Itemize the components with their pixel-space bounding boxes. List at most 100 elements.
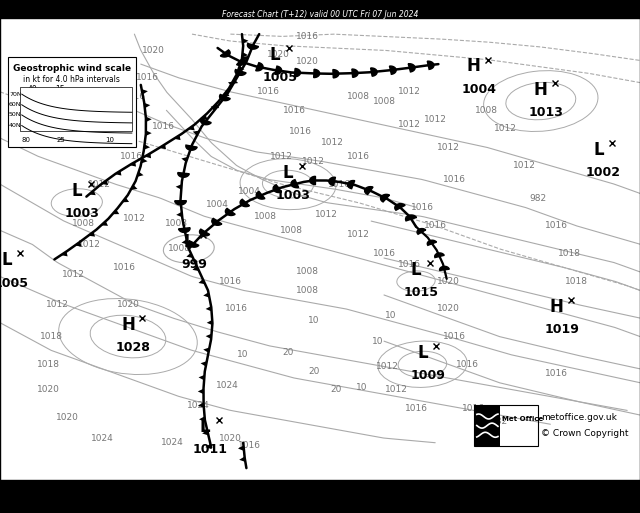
Text: 20: 20 bbox=[282, 348, 294, 357]
Text: 1013: 1013 bbox=[529, 106, 563, 119]
Polygon shape bbox=[212, 104, 220, 108]
Text: 1016: 1016 bbox=[283, 106, 306, 115]
Polygon shape bbox=[207, 320, 212, 325]
Text: 1018: 1018 bbox=[558, 249, 581, 258]
Polygon shape bbox=[144, 103, 150, 108]
Text: 1008: 1008 bbox=[168, 244, 191, 253]
Text: 1012: 1012 bbox=[513, 161, 536, 170]
Text: 1024: 1024 bbox=[161, 438, 184, 447]
Text: 1008: 1008 bbox=[296, 286, 319, 295]
Polygon shape bbox=[314, 69, 319, 77]
Polygon shape bbox=[146, 116, 152, 122]
Text: 1016: 1016 bbox=[136, 73, 159, 83]
Text: 1018: 1018 bbox=[36, 360, 60, 369]
Polygon shape bbox=[220, 94, 230, 101]
Text: 1016: 1016 bbox=[545, 369, 568, 378]
Text: 1012: 1012 bbox=[347, 230, 370, 240]
Text: 1016: 1016 bbox=[398, 261, 421, 269]
Polygon shape bbox=[145, 153, 151, 158]
Polygon shape bbox=[200, 119, 211, 125]
Text: Met Office: Met Office bbox=[502, 417, 543, 422]
Text: 10: 10 bbox=[356, 383, 367, 392]
Text: 1016: 1016 bbox=[443, 332, 466, 341]
Polygon shape bbox=[205, 333, 212, 339]
Text: 1012: 1012 bbox=[376, 362, 399, 371]
Text: 1004: 1004 bbox=[206, 201, 229, 209]
Polygon shape bbox=[205, 306, 212, 311]
Text: 1016: 1016 bbox=[411, 203, 434, 212]
Polygon shape bbox=[243, 56, 249, 61]
Polygon shape bbox=[129, 162, 136, 167]
Polygon shape bbox=[371, 68, 377, 76]
Text: 1005: 1005 bbox=[263, 71, 298, 84]
Text: © Crown Copyright: © Crown Copyright bbox=[541, 429, 628, 439]
Text: 80: 80 bbox=[21, 136, 30, 143]
Polygon shape bbox=[101, 180, 108, 185]
Text: L: L bbox=[200, 418, 210, 436]
Text: 10: 10 bbox=[308, 316, 319, 325]
Polygon shape bbox=[381, 194, 390, 202]
Text: L: L bbox=[417, 344, 428, 362]
Text: 10: 10 bbox=[237, 350, 249, 360]
Polygon shape bbox=[175, 201, 186, 205]
Text: 1016: 1016 bbox=[152, 122, 175, 131]
Text: 1024: 1024 bbox=[91, 433, 114, 443]
Text: 40N: 40N bbox=[9, 123, 22, 128]
Text: 1016: 1016 bbox=[219, 277, 242, 286]
Polygon shape bbox=[223, 92, 230, 96]
Text: L: L bbox=[283, 164, 293, 182]
Text: L: L bbox=[72, 182, 82, 200]
Text: 1009: 1009 bbox=[410, 369, 445, 382]
Polygon shape bbox=[144, 144, 150, 150]
Text: L: L bbox=[184, 233, 194, 251]
Polygon shape bbox=[428, 240, 436, 245]
Text: 20: 20 bbox=[330, 385, 342, 394]
Text: 982: 982 bbox=[529, 193, 546, 203]
Polygon shape bbox=[141, 158, 147, 163]
Text: 1012: 1012 bbox=[315, 210, 338, 219]
Polygon shape bbox=[352, 69, 358, 77]
Polygon shape bbox=[211, 106, 218, 111]
Polygon shape bbox=[248, 44, 259, 49]
Polygon shape bbox=[198, 389, 204, 394]
Text: 1012: 1012 bbox=[88, 180, 111, 189]
Text: 1008: 1008 bbox=[347, 92, 370, 101]
Text: 1016: 1016 bbox=[443, 175, 466, 184]
Polygon shape bbox=[201, 115, 207, 120]
Text: 1016: 1016 bbox=[347, 152, 370, 161]
Polygon shape bbox=[75, 242, 81, 247]
Text: 1024: 1024 bbox=[216, 381, 239, 389]
Text: 1016: 1016 bbox=[123, 92, 146, 101]
Polygon shape bbox=[256, 63, 263, 71]
Text: 1020: 1020 bbox=[142, 46, 165, 55]
Text: 1012: 1012 bbox=[436, 143, 460, 152]
Polygon shape bbox=[186, 253, 193, 258]
Text: 1020: 1020 bbox=[116, 300, 140, 309]
Text: H: H bbox=[467, 57, 481, 75]
Polygon shape bbox=[89, 190, 96, 195]
Text: 1012: 1012 bbox=[398, 87, 421, 96]
Text: 1016: 1016 bbox=[225, 304, 248, 313]
Polygon shape bbox=[193, 266, 199, 271]
Text: 1012: 1012 bbox=[398, 120, 421, 129]
Text: 25: 25 bbox=[56, 136, 65, 143]
Polygon shape bbox=[329, 177, 335, 186]
Text: 1024: 1024 bbox=[187, 401, 210, 410]
Text: H: H bbox=[534, 81, 548, 98]
Text: 1020: 1020 bbox=[36, 385, 60, 394]
Text: L: L bbox=[1, 251, 12, 269]
Text: 1016: 1016 bbox=[404, 404, 428, 412]
Text: 1004: 1004 bbox=[461, 83, 496, 95]
Polygon shape bbox=[275, 66, 282, 74]
Polygon shape bbox=[181, 157, 188, 162]
Polygon shape bbox=[273, 185, 282, 192]
Polygon shape bbox=[390, 66, 396, 74]
Polygon shape bbox=[435, 253, 444, 258]
Text: 1008: 1008 bbox=[72, 219, 95, 228]
Polygon shape bbox=[198, 403, 204, 408]
Text: 1016: 1016 bbox=[120, 152, 143, 161]
Polygon shape bbox=[198, 375, 205, 380]
Text: 1002: 1002 bbox=[586, 166, 621, 179]
Polygon shape bbox=[235, 70, 246, 75]
Text: 1012: 1012 bbox=[78, 240, 101, 249]
